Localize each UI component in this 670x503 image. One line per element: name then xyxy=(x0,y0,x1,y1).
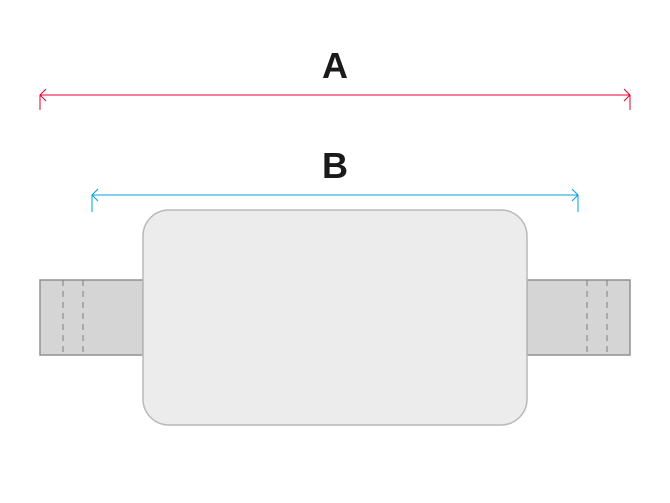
dimension-b: B xyxy=(92,145,578,212)
shaft-right xyxy=(527,280,630,355)
technical-diagram: AB xyxy=(0,0,670,503)
cylinder-body xyxy=(143,210,527,425)
dimension-a: A xyxy=(40,45,630,110)
dimension-a-label: A xyxy=(322,45,348,86)
dimension-b-label: B xyxy=(322,145,348,186)
shaft-left xyxy=(40,280,143,355)
